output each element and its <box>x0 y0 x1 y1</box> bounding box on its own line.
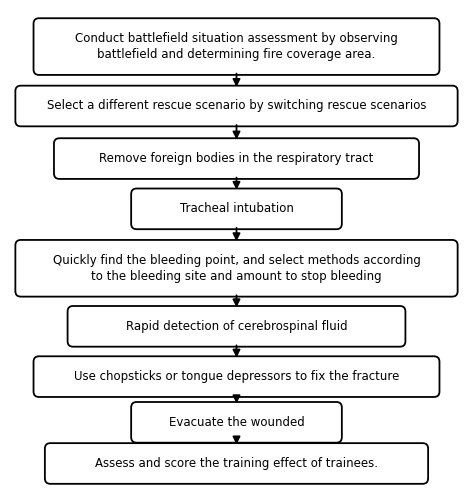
Text: Tracheal intubation: Tracheal intubation <box>180 202 293 215</box>
FancyBboxPatch shape <box>34 356 439 397</box>
Text: Select a different rescue scenario by switching rescue scenarios: Select a different rescue scenario by sw… <box>47 100 426 112</box>
FancyBboxPatch shape <box>54 138 419 179</box>
FancyBboxPatch shape <box>68 306 405 346</box>
FancyBboxPatch shape <box>131 402 342 442</box>
Text: Rapid detection of cerebrospinal fluid: Rapid detection of cerebrospinal fluid <box>126 320 347 333</box>
Text: Assess and score the training effect of trainees.: Assess and score the training effect of … <box>95 457 378 470</box>
FancyBboxPatch shape <box>131 188 342 229</box>
Text: Evacuate the wounded: Evacuate the wounded <box>169 416 304 429</box>
Text: Quickly find the bleeding point, and select methods according
to the bleeding si: Quickly find the bleeding point, and sel… <box>53 254 420 283</box>
FancyBboxPatch shape <box>15 240 458 296</box>
Text: Conduct battlefield situation assessment by observing
battlefield and determinin: Conduct battlefield situation assessment… <box>75 32 398 61</box>
FancyBboxPatch shape <box>45 443 428 484</box>
Text: Remove foreign bodies in the respiratory tract: Remove foreign bodies in the respiratory… <box>99 152 374 165</box>
Text: Use chopsticks or tongue depressors to fix the fracture: Use chopsticks or tongue depressors to f… <box>74 370 399 383</box>
FancyBboxPatch shape <box>15 86 458 126</box>
FancyBboxPatch shape <box>34 18 439 75</box>
